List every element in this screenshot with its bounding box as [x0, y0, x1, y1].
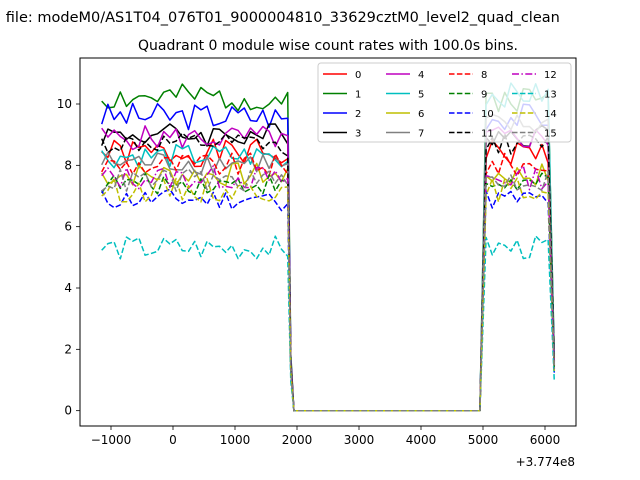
y-tick-label: 6 — [64, 220, 72, 234]
legend-box — [317, 62, 572, 143]
x-tick-label: 2000 — [282, 433, 313, 447]
x-tick-label: 5000 — [468, 433, 499, 447]
legend-label-6: 6 — [418, 109, 424, 120]
y-tick-label: 4 — [64, 281, 72, 295]
legend-label-9: 9 — [481, 90, 487, 101]
y-tick-label: 10 — [57, 97, 72, 111]
x-tick-label: 6000 — [530, 433, 561, 447]
y-tick-label: 0 — [64, 404, 72, 418]
legend-label-8: 8 — [481, 70, 487, 81]
legend-label-2: 2 — [355, 109, 361, 120]
legend-label-12: 12 — [544, 70, 557, 81]
x-tick-label: 3000 — [344, 433, 375, 447]
x-axis: −1000 0 1000 2000 3000 4000 5000 6000 — [91, 426, 561, 447]
series-layer — [100, 82, 556, 412]
series-line-15 — [101, 168, 556, 412]
y-tick-label: 2 — [64, 342, 72, 356]
legend-label-4: 4 — [418, 70, 424, 81]
legend-label-3: 3 — [355, 129, 361, 140]
x-tick-label: −1000 — [91, 433, 132, 447]
legend-label-1: 1 — [355, 90, 361, 101]
legend-label-14: 14 — [544, 109, 557, 120]
legend-label-13: 13 — [544, 90, 557, 101]
legend-label-0: 0 — [355, 70, 361, 81]
legend-label-5: 5 — [418, 90, 424, 101]
y-tick-label: 8 — [64, 158, 72, 172]
x-tick-label: 4000 — [406, 433, 437, 447]
legend-label-7: 7 — [418, 129, 424, 140]
legend-label-10: 10 — [481, 109, 494, 120]
chart-title: Quadrant 0 module wise count rates with … — [138, 38, 518, 54]
x-tick-label: 0 — [169, 433, 177, 447]
x-offset-label: +3.774e8 — [516, 455, 575, 469]
legend-label-11: 11 — [481, 129, 494, 140]
figure-suptitle: n file: modeM0/AS1T04_076T01_9000004810_… — [0, 10, 560, 26]
legend-label-15: 15 — [544, 129, 557, 140]
y-axis: 0 2 4 6 8 10 — [57, 97, 80, 418]
plot-frame — [79, 57, 577, 427]
x-tick-label: 1000 — [220, 433, 251, 447]
